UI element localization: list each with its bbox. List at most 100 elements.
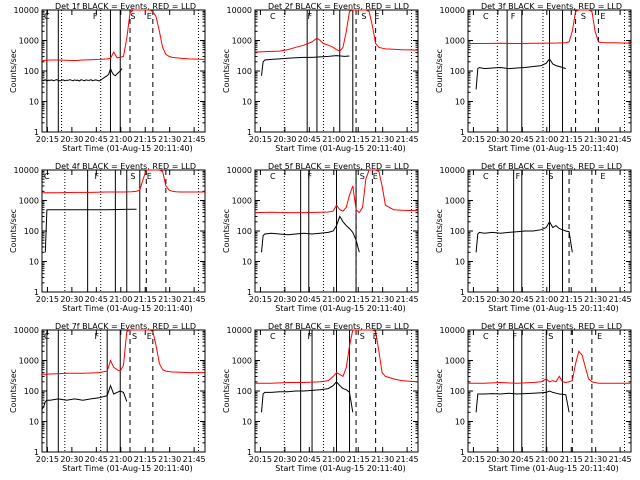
y-tick-label: 10 [242, 418, 252, 427]
y-tick-label: 1000 [232, 197, 252, 206]
x-tick-label: 21:30 [371, 135, 394, 144]
x-tick-label: 21:30 [158, 455, 181, 464]
y-tick-label: 10000 [14, 6, 39, 15]
y-tick-label: 10 [242, 98, 252, 107]
chart-panel-4: Det 4f BLACK = Events, RED = LLD 1 10 100 10… [9, 162, 206, 313]
x-tick-label: 21:00 [109, 135, 132, 144]
y-tick-label: 10 [455, 258, 465, 267]
y-tick-label: 100 [237, 67, 252, 76]
x-tick-label: 21:15 [134, 135, 157, 144]
x-tick-label: 21:15 [347, 455, 370, 464]
x-axis-label: Start Time (01-Aug-15 20:11:40) [62, 304, 193, 313]
y-tick-label: 1000 [445, 357, 465, 366]
chart-title: Det 3f BLACK = Events, RED = LLD [481, 2, 622, 11]
y-axis-label: Counts/sec [9, 49, 18, 93]
y-tick-label: 10 [242, 258, 252, 267]
x-tick-label: 21:00 [322, 455, 345, 464]
x-tick-label: 20:45 [85, 135, 108, 144]
series-line-events [475, 220, 573, 253]
x-tick-label: 21:45 [396, 295, 419, 304]
annotation-F: F [511, 12, 516, 21]
chart-panel-2: Det 2f BLACK = Events, RED = LLD 1 10 100 10… [222, 2, 419, 153]
annotation-C: C [270, 12, 276, 21]
x-tick-label: 20:15 [36, 135, 59, 144]
annotation-F: F [516, 172, 521, 181]
chart-title: Det 1f BLACK = Events, RED = LLD [55, 2, 196, 11]
annotation-C: C [270, 332, 276, 341]
x-axis-label: Start Time (01-Aug-15 20:11:40) [275, 464, 406, 473]
y-axis-label: Counts/sec [222, 209, 231, 253]
y-tick-label: 100 [237, 227, 252, 236]
x-tick-label: 21:30 [158, 135, 181, 144]
y-tick-label: 1 [34, 448, 39, 457]
x-tick-label: 21:15 [134, 295, 157, 304]
chart-title: Det 6f BLACK = Events, RED = LLD [481, 162, 622, 171]
y-axis-label: Counts/sec [435, 369, 444, 413]
y-tick-label: 1 [460, 448, 465, 457]
series-line-lld [41, 9, 206, 62]
x-tick-label: 20:45 [85, 455, 108, 464]
annotation-F: F [95, 172, 100, 181]
chart-title: Det 9f BLACK = Events, RED = LLD [481, 322, 622, 331]
series-line-events [41, 67, 123, 82]
series-line-events [261, 215, 360, 253]
annotation-S: S [548, 332, 553, 341]
annotation-C: C [44, 12, 50, 21]
x-axis-label: Start Time (01-Aug-15 20:11:40) [488, 464, 619, 473]
plot-frame [254, 9, 419, 133]
x-tick-label: 21:30 [584, 455, 607, 464]
x-tick-label: 21:45 [609, 295, 632, 304]
annotation-C: C [270, 172, 276, 181]
y-tick-label: 1000 [19, 357, 39, 366]
chart-title: Det 4f BLACK = Events, RED = LLD [55, 162, 196, 171]
x-tick-label: 21:45 [609, 135, 632, 144]
annotation-E: E [147, 12, 152, 21]
annotation-E: E [374, 12, 379, 21]
series-line-events [261, 55, 350, 76]
x-tick-label: 20:15 [462, 135, 485, 144]
x-tick-label: 21:45 [183, 295, 206, 304]
x-tick-label: 21:45 [396, 135, 419, 144]
y-tick-label: 100 [24, 227, 39, 236]
y-tick-label: 1000 [445, 197, 465, 206]
chart-panel-8: Det 8f BLACK = Events, RED = LLD 1 10 100 10… [222, 322, 419, 473]
y-tick-label: 1 [247, 448, 252, 457]
x-tick-label: 21:30 [371, 295, 394, 304]
x-tick-label: 20:15 [462, 295, 485, 304]
x-tick-label: 20:30 [273, 135, 296, 144]
annotation-F: F [95, 332, 100, 341]
annotation-C: C [44, 332, 50, 341]
series-line-lld [254, 169, 419, 214]
annotation-E: E [147, 332, 152, 341]
annotation-S: S [130, 12, 135, 21]
y-tick-label: 100 [24, 67, 39, 76]
series-line-events [475, 390, 570, 413]
annotation-F: F [308, 12, 313, 21]
x-axis-label: Start Time (01-Aug-15 20:11:40) [62, 144, 193, 153]
annotation-F: F [308, 172, 313, 181]
y-axis-label: Counts/sec [435, 209, 444, 253]
x-tick-label: 20:15 [249, 455, 272, 464]
annotation-E: E [373, 332, 378, 341]
y-tick-label: 100 [24, 387, 39, 396]
y-tick-label: 10000 [227, 6, 252, 15]
y-tick-label: 10000 [440, 326, 465, 335]
x-tick-label: 20:15 [36, 295, 59, 304]
series-line-lld [42, 169, 205, 194]
annotation-E: E [373, 172, 378, 181]
x-tick-label: 20:30 [486, 135, 509, 144]
y-tick-label: 10000 [440, 166, 465, 175]
chart-panel-9: Det 9f BLACK = Events, RED = LLD 1 10 100 10… [435, 322, 632, 473]
x-tick-label: 20:30 [60, 295, 83, 304]
y-tick-label: 10 [29, 418, 39, 427]
x-tick-label: 21:30 [371, 455, 394, 464]
x-tick-label: 20:45 [298, 455, 321, 464]
x-tick-label: 20:15 [462, 455, 485, 464]
annotation-S: S [130, 172, 135, 181]
chart-title: Det 5f BLACK = Events, RED = LLD [268, 162, 409, 171]
y-axis-label: Counts/sec [222, 369, 231, 413]
y-tick-label: 10 [29, 258, 39, 267]
chart-title: Det 2f BLACK = Events, RED = LLD [268, 2, 409, 11]
x-tick-label: 21:00 [322, 135, 345, 144]
